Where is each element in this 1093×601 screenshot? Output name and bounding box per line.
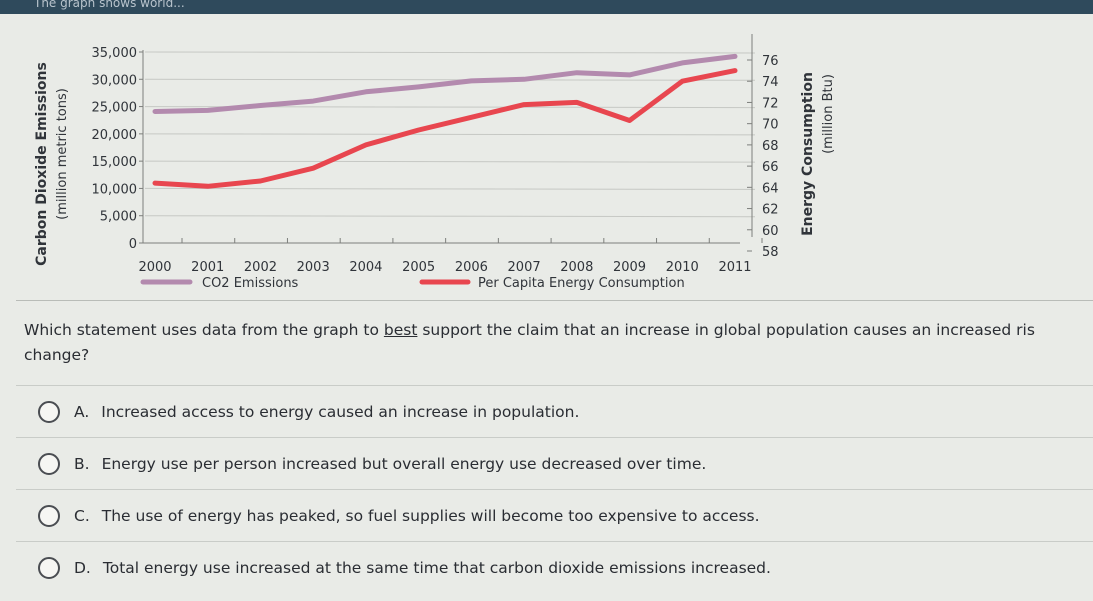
question-part-1: Which statement uses data from the graph… (24, 321, 384, 339)
choice-letter: B. (74, 455, 90, 473)
chart-divider (16, 300, 1093, 301)
right-axis-tick-label: 70 (762, 118, 779, 133)
right-axis-tick-label: 58 (762, 245, 779, 260)
right-axis-tick-label: 72 (762, 96, 779, 111)
data-point (733, 69, 737, 73)
radio-icon[interactable] (38, 401, 60, 423)
left-axis-subtitle: (million metric tons) (55, 88, 70, 220)
chart: 0 5,000 10,000 15,000 20,000 25,000 30,000 35,0… (0, 14, 1093, 304)
gridline (144, 160, 756, 163)
header-text: The graph shows world... (34, 0, 185, 10)
data-point (469, 79, 473, 83)
data-point (311, 166, 315, 170)
right-axis-tick-label: 60 (762, 224, 779, 239)
question-line-2: change? (24, 346, 90, 364)
data-point (153, 181, 157, 185)
data-point (311, 99, 315, 103)
gridline (144, 187, 756, 190)
series-line-co2 (152, 53, 738, 114)
left-axis-tick-label: 25,000 (92, 101, 138, 116)
choice-letter: C. (74, 507, 90, 525)
left-axis-title: Carbon Dioxide Emissions (34, 62, 50, 266)
radio-icon[interactable] (38, 557, 60, 579)
choice-text: Energy use per person increased but over… (101, 455, 707, 473)
left-axis-tick-label: 0 (129, 237, 137, 252)
right-axis-tick-label: 68 (762, 139, 779, 154)
data-point (733, 54, 737, 58)
x-axis-tick-label: 2011 (718, 260, 751, 275)
question-part-2: support the claim that an increase in gl… (417, 321, 1035, 339)
data-point (258, 179, 262, 183)
data-point (364, 90, 368, 94)
x-axis-tick-label: 2007 (508, 260, 541, 275)
choice-a[interactable]: A. Increased access to energy caused an … (16, 385, 1093, 438)
x-axis-tick-label: 2010 (666, 260, 699, 275)
data-point (522, 103, 526, 107)
left-axis-tick-label: 20,000 (92, 128, 138, 143)
data-point (522, 77, 526, 81)
question-underlined-word: best (383, 321, 418, 339)
question-text: Which statement uses data from the graph… (24, 318, 1093, 368)
data-point (680, 79, 684, 83)
data-point (575, 100, 579, 104)
right-axis-tick-label: 66 (762, 160, 779, 175)
legend-label: CO2 Emissions (202, 276, 299, 291)
x-axis-tick-label: 2001 (191, 260, 224, 275)
right-axis-subtitle: (million Btu) (821, 74, 836, 154)
left-axis-tick-label: 30,000 (92, 73, 138, 88)
gridline (144, 51, 756, 54)
left-axis-tick-label: 10,000 (92, 182, 138, 197)
data-point (206, 108, 210, 112)
right-axis-tick-label: 74 (762, 75, 779, 90)
right-axis-title: Energy Consumption (800, 72, 816, 236)
gridline (144, 215, 756, 218)
chart-svg: 0 5,000 10,000 15,000 20,000 25,000 30,000 35,0… (34, 34, 836, 291)
data-point (206, 184, 210, 188)
right-axis-tick-label: 76 (762, 54, 779, 69)
top-bar: The graph shows world... (0, 0, 1093, 14)
data-point (628, 118, 632, 122)
radio-icon[interactable] (38, 505, 60, 527)
data-point (364, 143, 368, 147)
chart-series (152, 53, 738, 189)
data-point (417, 128, 421, 132)
left-axis-tick-label: 5,000 (100, 210, 137, 225)
x-axis-tick-label: 2006 (455, 260, 488, 275)
data-point (680, 61, 684, 65)
data-point (153, 109, 157, 113)
x-axis-tick-label: 2002 (244, 260, 277, 275)
gridline (144, 78, 756, 81)
x-axis-tick-label: 2005 (402, 260, 435, 275)
x-axis-tick-label: 2009 (613, 260, 646, 275)
choice-text: The use of energy has peaked, so fuel su… (101, 507, 760, 525)
x-axis-tick-label: 2008 (560, 260, 593, 275)
data-point (575, 71, 579, 75)
data-point (258, 103, 262, 107)
data-point (469, 115, 473, 119)
chart-grid (144, 51, 756, 218)
left-axis-tick-label: 35,000 (92, 46, 138, 61)
x-axis-tick-label: 2004 (349, 260, 382, 275)
choice-text: Total energy use increased at the same t… (102, 559, 771, 577)
chart-axes: 0 5,000 10,000 15,000 20,000 25,000 30,000 35,0… (34, 34, 836, 275)
choice-c[interactable]: C. The use of energy has peaked, so fuel… (16, 489, 1093, 542)
choice-text: Increased access to energy caused an inc… (101, 403, 580, 421)
right-axis-tick-label: 62 (762, 203, 779, 218)
chart-legend: CO2 Emissions Per Capita Energy Consumpti… (140, 276, 685, 291)
radio-icon[interactable] (38, 453, 60, 475)
choice-b[interactable]: B. Energy use per person increased but o… (16, 437, 1093, 490)
choice-d[interactable]: D. Total energy use increased at the sam… (16, 541, 1093, 594)
data-point (628, 73, 632, 77)
choice-letter: A. (74, 403, 90, 421)
series-line-energy (152, 68, 738, 189)
x-axis-tick-label: 2000 (138, 260, 171, 275)
right-axis-tick-label: 64 (762, 181, 779, 196)
data-point (417, 85, 421, 89)
legend-label: Per Capita Energy Consumption (478, 276, 685, 291)
choice-letter: D. (74, 559, 91, 577)
x-axis-tick-label: 2003 (297, 260, 330, 275)
left-axis-tick-label: 15,000 (92, 155, 138, 170)
gridline (144, 133, 756, 136)
